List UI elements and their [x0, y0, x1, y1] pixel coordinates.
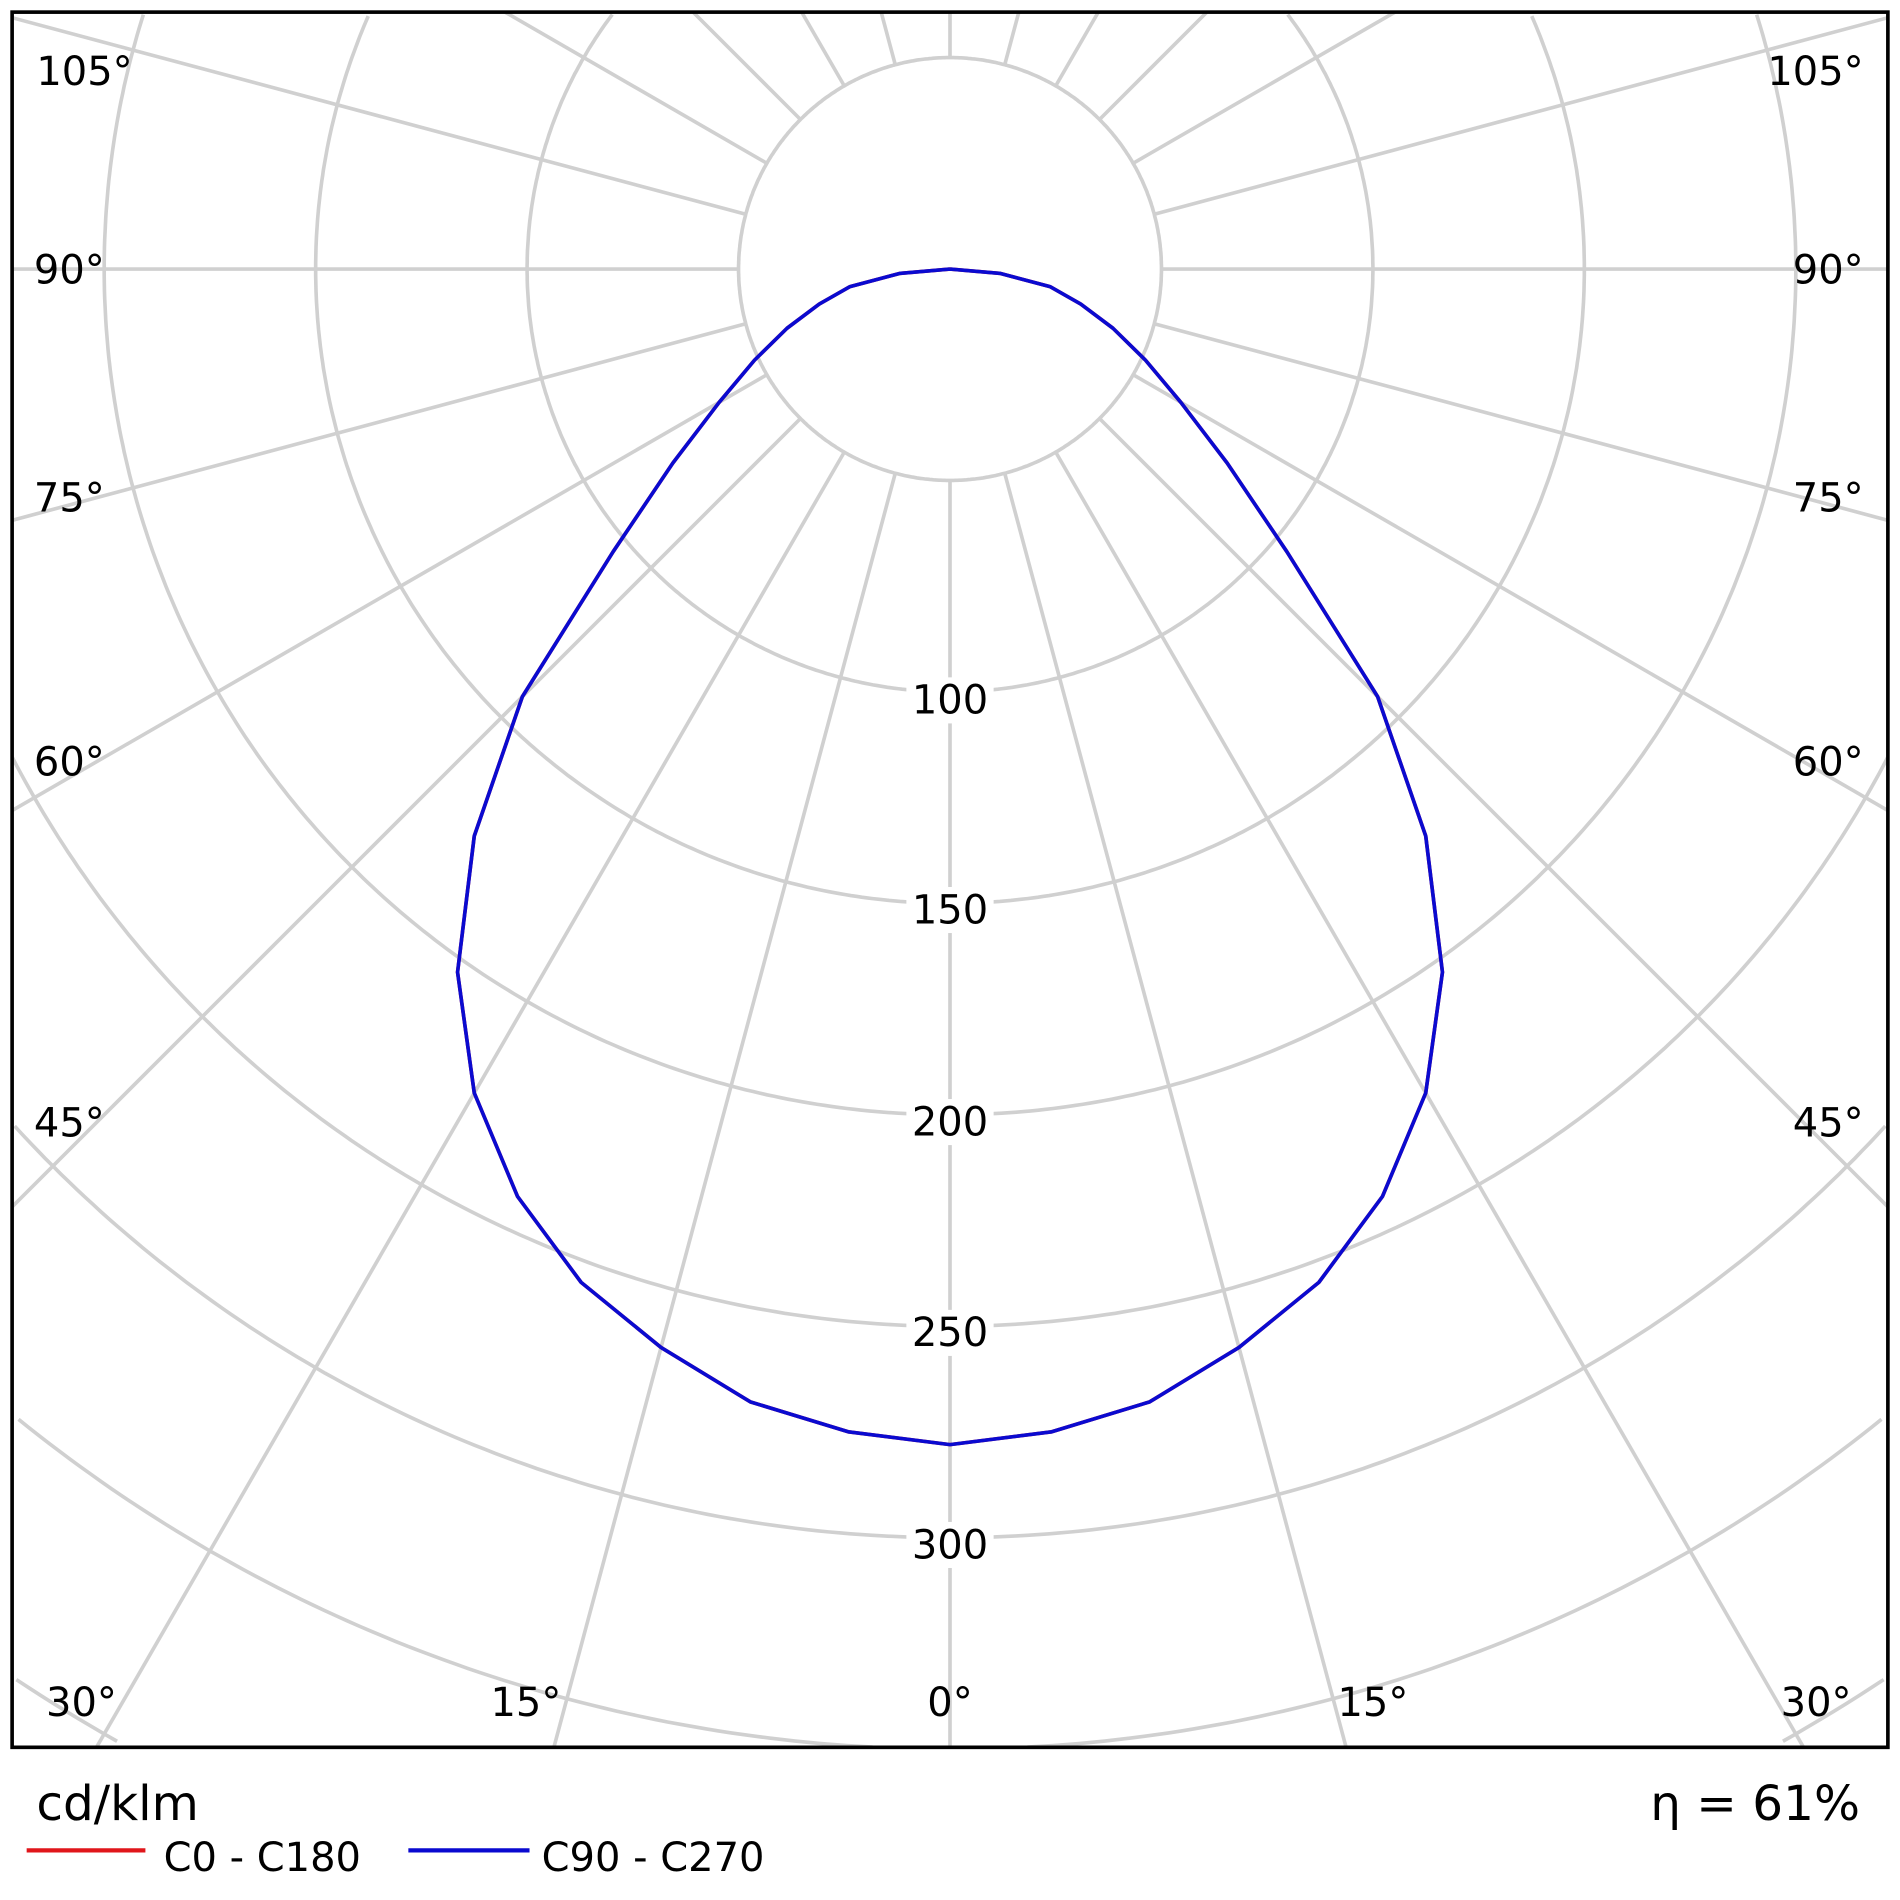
angle-tick-right-60: 60° [1793, 740, 1864, 786]
grid-spoke-120 [1132, 12, 1396, 165]
series-curve-c90-c270 [455, 267, 1445, 1447]
angle-tick-left-75: 75° [34, 475, 105, 521]
radial-label-bg [906, 677, 994, 724]
angle-tick-labels: 105° 90° 75° 60° 45° 30° 15° 0° 15° 30° … [34, 49, 1864, 1726]
grid-spoke-60 [1132, 373, 1888, 813]
grid-ring-150 [313, 15, 1587, 906]
angle-tick-left-90: 90° [34, 248, 105, 294]
angle-tick-0: 0° [927, 1680, 972, 1726]
angle-tick-left-30: 30° [46, 1680, 117, 1726]
grid-spoke-300 [12, 373, 768, 813]
angle-tick-left-45: 45° [34, 1101, 105, 1147]
radial-label-bg [906, 1521, 994, 1568]
grid-spoke-15 [1002, 472, 1348, 1748]
grid-spoke-330 [94, 451, 846, 1748]
grid-spoke-30 [1054, 451, 1806, 1748]
grid-ring-350 [17, 1417, 1883, 1748]
grid-spoke-165 [1002, 12, 1021, 66]
curves [455, 267, 1445, 1447]
grid-spoke-210 [800, 12, 846, 87]
grid-spoke-345 [552, 472, 898, 1748]
angle-tick-left-15: 15° [490, 1680, 561, 1726]
angle-tick-right-15: 15° [1337, 1680, 1408, 1726]
polar-grid [12, 12, 1888, 1748]
angle-tick-right-105: 105° [1767, 49, 1863, 95]
grid-ring-400 [15, 1678, 1885, 1743]
grid-spoke-105 [1153, 15, 1888, 217]
grid-spoke-135 [1098, 12, 1209, 121]
angle-tick-right-75: 75° [1793, 475, 1864, 521]
grid-spoke-150 [1054, 12, 1100, 87]
angle-tick-left-105: 105° [36, 49, 132, 95]
angle-tick-right-45: 45° [1793, 1101, 1864, 1147]
legend-label-c90-c270: C90 - C270 [542, 1835, 765, 1881]
plot-frame [10, 10, 1890, 1750]
grid-spoke-45 [1098, 417, 1888, 1209]
radial-tick-150: 150 [912, 887, 988, 933]
angle-tick-left-60: 60° [34, 740, 105, 786]
radial-tick-100: 100 [912, 678, 988, 724]
radial-label-bg [906, 1309, 994, 1356]
grid-spoke-195 [879, 12, 898, 66]
angle-tick-right-90: 90° [1793, 248, 1864, 294]
radial-tick-200: 200 [912, 1099, 988, 1145]
grid-ring-200 [102, 14, 1798, 1117]
grid-spoke-285 [12, 321, 747, 523]
grid-ring-250 [12, 756, 1888, 1329]
angle-tick-right-30: 30° [1781, 1680, 1852, 1726]
unit-label: cd/klm [36, 1776, 198, 1832]
grid-ring-300 [13, 1124, 1887, 1540]
grid-spoke-315 [12, 417, 802, 1209]
grid-spoke-240 [504, 12, 768, 165]
legend: C0 - C180 C90 - C270 [26, 1835, 765, 1881]
radial-label-bg [906, 886, 994, 934]
radial-tick-250: 250 [912, 1310, 988, 1356]
grid-spoke-255 [12, 15, 747, 217]
efficiency-label: η = 61% [1650, 1776, 1860, 1832]
legend-label-c0-c180: C0 - C180 [164, 1835, 361, 1881]
grid-spoke-225 [691, 12, 802, 121]
radial-label-bg [906, 1099, 994, 1146]
grid-spoke-75 [1153, 321, 1888, 523]
grid-ring-100 [525, 13, 1375, 694]
radial-tick-300: 300 [912, 1522, 988, 1568]
radial-tick-labels: 100 150 200 250 300 [906, 677, 994, 1568]
